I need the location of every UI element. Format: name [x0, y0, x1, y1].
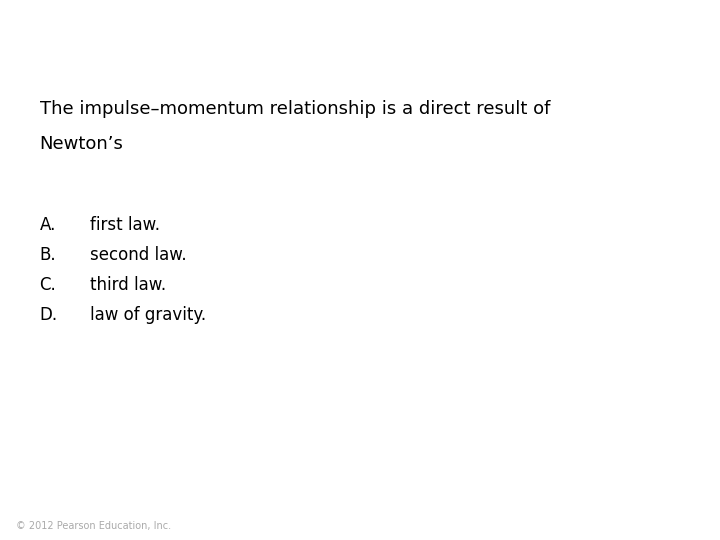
Text: Newton’s: Newton’s — [40, 136, 123, 153]
Text: The impulse–momentum relationship is a direct result of: The impulse–momentum relationship is a d… — [40, 100, 550, 118]
Text: third law.: third law. — [90, 275, 166, 294]
Text: A.: A. — [40, 215, 56, 233]
Text: B.: B. — [40, 246, 56, 264]
Text: D.: D. — [40, 306, 58, 323]
Text: © 2012 Pearson Education, Inc.: © 2012 Pearson Education, Inc. — [16, 521, 171, 531]
Text: Conceptual Physical Science 5e — Chapter 3: Conceptual Physical Science 5e — Chapter… — [13, 11, 462, 29]
Text: second law.: second law. — [90, 246, 186, 264]
Text: law of gravity.: law of gravity. — [90, 306, 206, 323]
Text: first law.: first law. — [90, 215, 160, 233]
Text: C.: C. — [40, 275, 56, 294]
